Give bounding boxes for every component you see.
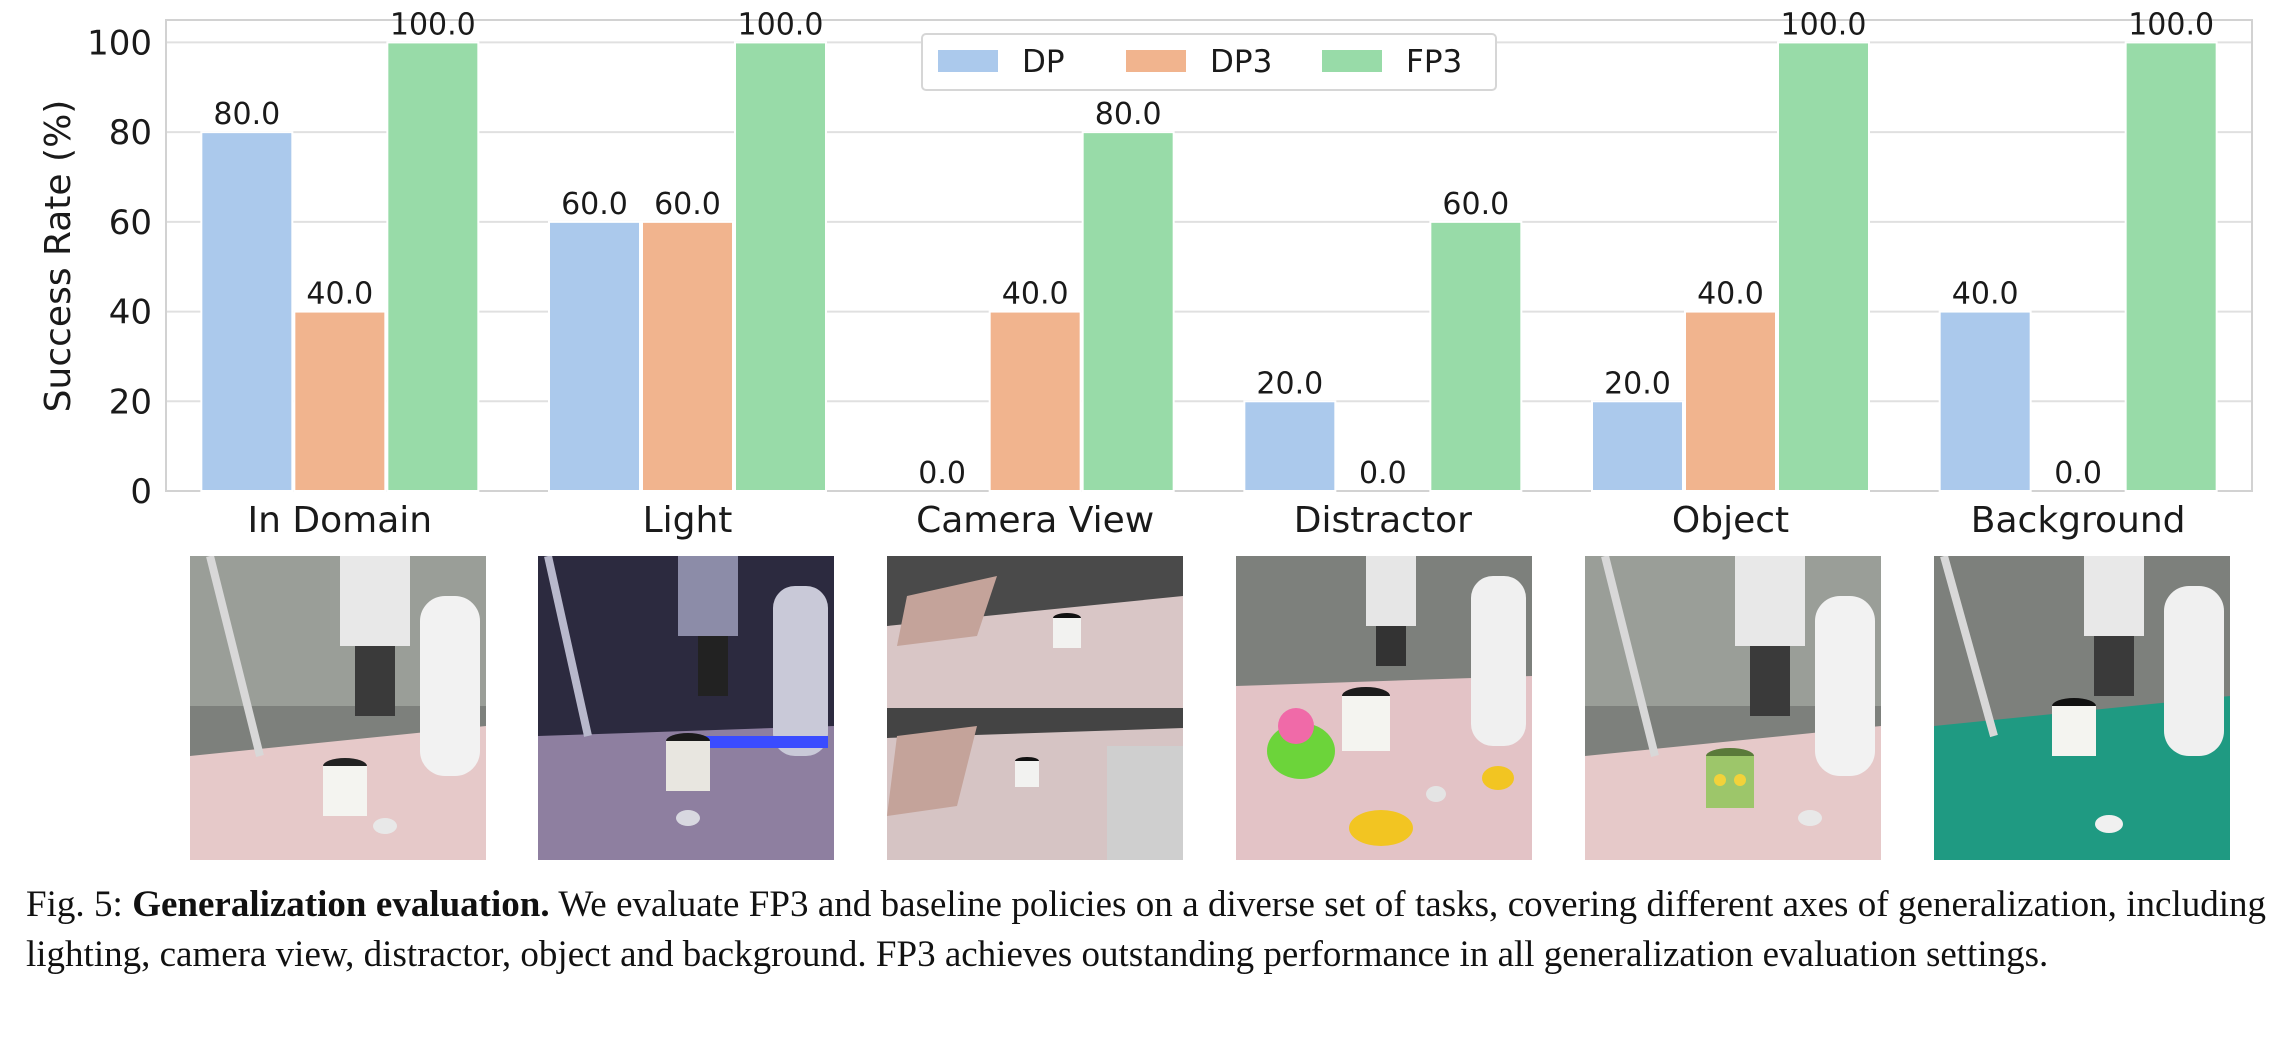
bar-dp3 [641, 220, 734, 492]
bar-dp [1243, 400, 1337, 492]
bars [200, 41, 2218, 493]
data-label: 100.0 [2128, 7, 2214, 42]
y-tick-label: 60 [109, 203, 152, 243]
data-label: 20.0 [1256, 366, 1323, 401]
legend-label: FP3 [1406, 44, 1462, 80]
data-label: 80.0 [1095, 97, 1162, 132]
caption-prefix: Fig. 5: [26, 884, 133, 925]
bar-fp3 [386, 41, 480, 493]
data-label: 60.0 [1442, 187, 1509, 222]
y-tick-label: 0 [130, 472, 152, 512]
data-label: 20.0 [1604, 366, 1671, 401]
bar-fp3 [1777, 41, 1870, 493]
category-label: Light [643, 500, 733, 541]
data-labels: 80.0 40.0 100.0 60.0 60.0 100.0 0.0 40.0 80.0 20.… [213, 7, 2214, 491]
category-label: Distractor [1294, 500, 1472, 541]
data-label: 40.0 [1697, 277, 1764, 312]
y-tick-label: 100 [87, 23, 152, 63]
category-labels: In Domain Light Camera View Distractor Objec… [248, 500, 2186, 541]
bar-fp3 [734, 41, 827, 493]
bar-dp3 [988, 310, 1082, 493]
photo-background [1934, 556, 2230, 860]
legend-label: DP [1022, 44, 1065, 80]
bar-dp [548, 220, 641, 492]
data-label: 80.0 [213, 97, 280, 132]
data-label: 100.0 [738, 7, 824, 42]
photo-object [1585, 556, 1881, 860]
category-label: Camera View [916, 500, 1154, 541]
photo-light [538, 556, 834, 860]
y-tick-label: 40 [109, 293, 152, 333]
category-label: Background [1971, 500, 2186, 541]
y-axis-title: Success Rate (%) [38, 100, 79, 413]
bar-dp3 [293, 310, 387, 493]
photo-camera-view [887, 556, 1183, 860]
bar-chart: 80.0 40.0 100.0 60.0 60.0 100.0 0.0 40.0 80.0 20.… [38, 7, 2253, 541]
legend-box [921, 33, 1497, 91]
data-label: 0.0 [1359, 456, 1407, 491]
data-label: 40.0 [1002, 277, 1069, 312]
y-tick-labels: 0 20 40 60 80 100 [87, 23, 152, 512]
bar-dp [200, 131, 294, 492]
caption-bold: Generalization evaluation. [132, 884, 550, 925]
data-label: 0.0 [2054, 456, 2102, 491]
data-label: 60.0 [561, 187, 628, 222]
category-label: In Domain [248, 500, 433, 541]
legend-label: DP3 [1210, 44, 1272, 80]
data-label: 40.0 [1952, 277, 2019, 312]
bar-dp [1591, 400, 1684, 492]
photo-in-domain [190, 556, 486, 860]
data-label: 40.0 [306, 277, 373, 312]
category-label: Object [1672, 500, 1789, 541]
y-tick-label: 80 [109, 113, 152, 153]
bar-fp3 [1081, 131, 1175, 492]
data-label: 0.0 [918, 456, 966, 491]
caption-text: We evaluate FP3 and baseline policies on… [26, 884, 2266, 975]
legend-swatch-dp3 [1126, 50, 1186, 72]
bar-dp3 [1684, 310, 1777, 493]
legend: DP DP3 FP3 [921, 33, 1497, 91]
bar-fp3 [2124, 41, 2218, 493]
photo-distractor [1236, 556, 1532, 860]
bar-dp [1938, 310, 2032, 493]
data-label: 100.0 [390, 7, 476, 42]
data-label: 60.0 [654, 187, 721, 222]
y-tick-label: 20 [109, 382, 152, 422]
plot-frame [165, 19, 2253, 492]
figure-caption: Fig. 5: Generalization evaluation. We ev… [26, 880, 2266, 980]
legend-swatch-dp [938, 50, 998, 72]
bar-fp3 [1429, 220, 1523, 492]
data-label: 100.0 [1781, 7, 1867, 42]
legend-swatch-fp3 [1322, 50, 1382, 72]
